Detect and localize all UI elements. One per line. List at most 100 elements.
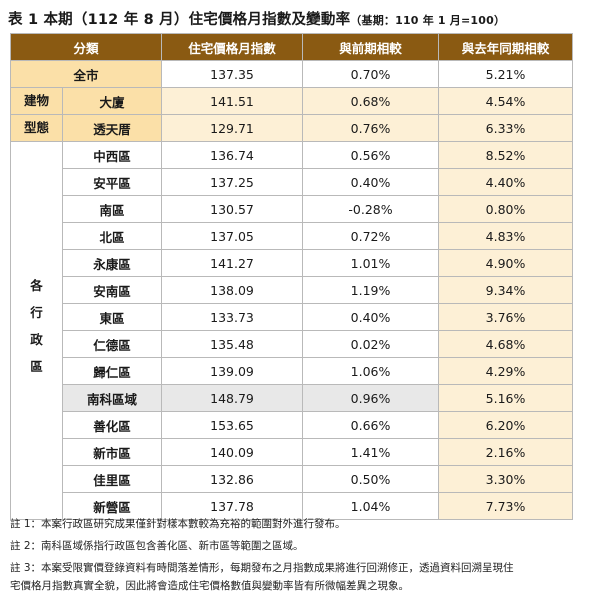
mom-value: -0.28%	[302, 195, 440, 223]
table-row: 歸仁區 139.09 1.06% 4.29%	[11, 357, 574, 385]
table-row-southern-science-park: 南科區域 148.79 0.96% 5.16%	[11, 384, 574, 412]
footnote-2: 註 2：南科區域係指行政區包含善化區、新市區等範圍之區域。	[10, 540, 304, 552]
row-name: 安南區	[61, 276, 163, 304]
index-value: 137.35	[161, 60, 304, 88]
housing-price-index-table: 分類 住宅價格月指數 與前期相較 與去年同期相較 全市 137.35 0.70%…	[9, 33, 574, 520]
yoy-value: 6.20%	[438, 411, 574, 439]
district-label-char: 政	[30, 331, 43, 347]
table-row-whole-city: 全市 137.35 0.70% 5.21%	[9, 60, 574, 88]
index-value: 153.65	[161, 411, 304, 439]
yoy-value: 4.54%	[438, 87, 574, 115]
index-value: 130.57	[161, 195, 304, 223]
row-name: 大廈	[61, 87, 163, 115]
table-row: 安平區 137.25 0.40% 4.40%	[11, 168, 574, 196]
table-row: 型態 透天厝 129.71 0.76% 6.33%	[10, 114, 574, 142]
building-type-label-2: 型態	[10, 114, 63, 142]
row-name: 北區	[61, 222, 163, 250]
district-label-char: 區	[30, 358, 43, 374]
table-row: 安南區 138.09 1.19% 9.34%	[11, 276, 574, 304]
table-row: 南區 130.57 -0.28% 0.80%	[11, 195, 574, 223]
mom-value: 0.66%	[302, 411, 440, 439]
mom-value: 0.96%	[302, 384, 440, 412]
index-value: 135.48	[161, 330, 304, 358]
district-label-char: 各	[30, 277, 43, 293]
index-value: 132.86	[161, 465, 304, 493]
yoy-value: 5.21%	[438, 60, 574, 88]
mom-value: 1.41%	[302, 438, 440, 466]
title-text: 表 1 本期（112 年 8 月）住宅價格月指數及變動率	[8, 12, 351, 28]
mom-value: 1.01%	[302, 249, 440, 277]
table-row: 新營區 137.78 1.04% 7.73%	[11, 492, 574, 520]
building-type-label-1: 建物	[10, 87, 63, 115]
base-period-note: （基期：110 年 1 月=100）	[350, 14, 506, 27]
header-row: 分類 住宅價格月指數 與前期相較 與去年同期相較	[9, 33, 574, 61]
mom-value: 0.70%	[302, 60, 440, 88]
yoy-value: 4.83%	[438, 222, 574, 250]
mom-value: 1.19%	[302, 276, 440, 304]
row-name: 東區	[61, 303, 163, 331]
row-name: 歸仁區	[61, 357, 163, 385]
index-value: 137.05	[161, 222, 304, 250]
yoy-value: 5.16%	[438, 384, 574, 412]
index-value: 133.73	[161, 303, 304, 331]
header-yoy: 與去年同期相較	[438, 33, 574, 61]
row-name: 新營區	[61, 492, 163, 520]
index-value: 141.51	[161, 87, 304, 115]
row-name: 善化區	[61, 411, 163, 439]
index-value: 138.09	[161, 276, 304, 304]
table-row: 東區 133.73 0.40% 3.76%	[11, 303, 574, 331]
row-name: 全市	[9, 60, 163, 88]
footnote-3-continued: 宅價格月指數真實全貌，因此將會造成住宅價格數值與變動率皆有所微幅差異之現象。	[10, 580, 409, 592]
row-name: 佳里區	[61, 465, 163, 493]
header-mom: 與前期相較	[302, 33, 440, 61]
mom-value: 0.76%	[302, 114, 440, 142]
table-row: 新市區 140.09 1.41% 2.16%	[11, 438, 574, 466]
row-name: 新市區	[61, 438, 163, 466]
yoy-value: 7.73%	[438, 492, 574, 520]
header-category: 分類	[9, 33, 163, 61]
mom-value: 0.68%	[302, 87, 440, 115]
row-name: 中西區	[61, 141, 163, 169]
yoy-value: 2.16%	[438, 438, 574, 466]
table-row: 各行政區 中西區 136.74 0.56% 8.52%	[10, 141, 574, 520]
row-name: 南區	[61, 195, 163, 223]
mom-value: 1.06%	[302, 357, 440, 385]
table-row: 善化區 153.65 0.66% 6.20%	[11, 411, 574, 439]
yoy-value: 6.33%	[438, 114, 574, 142]
yoy-value: 3.30%	[438, 465, 574, 493]
yoy-value: 4.90%	[438, 249, 574, 277]
table-row: 建物 大廈 141.51 0.68% 4.54%	[10, 87, 574, 115]
index-value: 148.79	[161, 384, 304, 412]
index-value: 136.74	[161, 141, 304, 169]
index-value: 129.71	[161, 114, 304, 142]
footnote-3: 註 3：本案受限實價登錄資料有時間落差情形，每期發布之月指數成果將進行回溯修正，…	[10, 562, 514, 574]
yoy-value: 3.76%	[438, 303, 574, 331]
table-row: 仁德區 135.48 0.02% 4.68%	[11, 330, 574, 358]
table-row: 永康區 141.27 1.01% 4.90%	[11, 249, 574, 277]
row-name: 南科區域	[61, 384, 163, 412]
mom-value: 0.40%	[302, 303, 440, 331]
row-name: 透天厝	[61, 114, 163, 142]
mom-value: 0.50%	[302, 465, 440, 493]
row-name: 仁德區	[61, 330, 163, 358]
index-value: 141.27	[161, 249, 304, 277]
district-label-char: 行	[30, 304, 43, 320]
mom-value: 0.56%	[302, 141, 440, 169]
yoy-value: 0.80%	[438, 195, 574, 223]
yoy-value: 4.68%	[438, 330, 574, 358]
index-value: 139.09	[161, 357, 304, 385]
mom-value: 0.02%	[302, 330, 440, 358]
table-title: 表 1 本期（112 年 8 月）住宅價格月指數及變動率（基期：110 年 1 …	[8, 8, 505, 29]
mom-value: 1.04%	[302, 492, 440, 520]
footnotes: 註 1：本案行政區研究成果僅針對樣本數較為充裕的範圍對外進行發布。 註 2：南科…	[10, 515, 585, 595]
yoy-value: 8.52%	[438, 141, 574, 169]
row-name: 永康區	[61, 249, 163, 277]
table-row: 佳里區 132.86 0.50% 3.30%	[11, 465, 574, 493]
mom-value: 0.72%	[302, 222, 440, 250]
district-group-label: 各行政區	[10, 141, 63, 520]
footnote-1: 註 1：本案行政區研究成果僅針對樣本數較為充裕的範圍對外進行發布。	[10, 518, 346, 530]
table-row: 北區 137.05 0.72% 4.83%	[11, 222, 574, 250]
index-value: 140.09	[161, 438, 304, 466]
yoy-value: 9.34%	[438, 276, 574, 304]
row-name: 安平區	[61, 168, 163, 196]
